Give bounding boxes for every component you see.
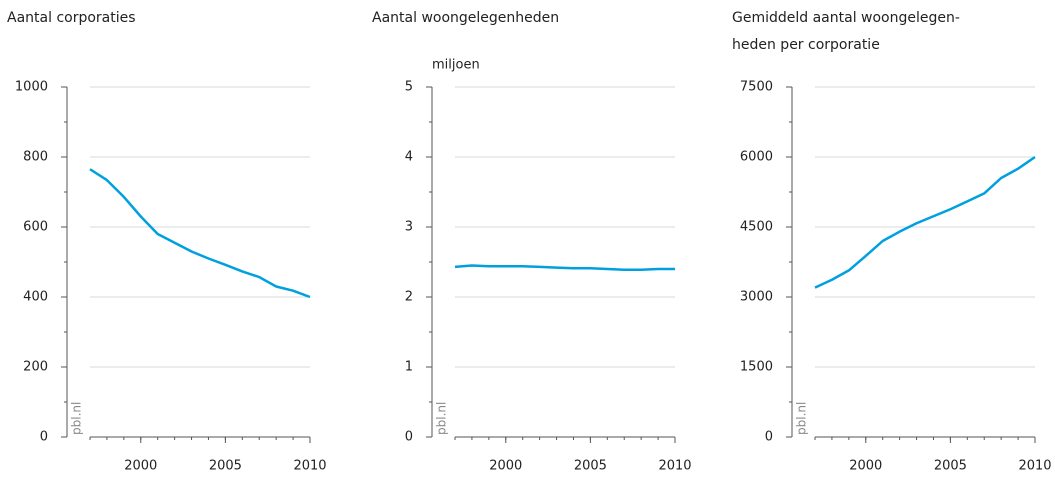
chart-title: Aantal corporaties xyxy=(7,10,136,26)
data-line xyxy=(454,264,675,271)
x-tick-label: 2000 xyxy=(124,459,157,474)
x-tick-label: 2005 xyxy=(934,459,967,474)
y-tick-label: 4500 xyxy=(740,220,773,235)
y-tick-label: 1000 xyxy=(15,80,48,95)
y-tick-label: 0 xyxy=(405,430,413,445)
y-tick-label: 2 xyxy=(405,290,413,305)
source-label: pbl.nl xyxy=(435,402,449,435)
chart-title: Aantal woongelegenheden xyxy=(372,10,559,26)
x-tick-label: 2005 xyxy=(574,459,607,474)
y-tick-label: 5 xyxy=(405,80,413,95)
source-label: pbl.nl xyxy=(795,402,809,435)
unit-label: miljoen xyxy=(432,58,480,73)
y-tick-label: 3000 xyxy=(740,290,773,305)
x-tick-label: 2000 xyxy=(849,459,882,474)
y-tick-label: 3 xyxy=(405,220,413,235)
y-tick-label: 600 xyxy=(23,220,48,235)
y-tick-label: 1 xyxy=(405,360,413,375)
source-label: pbl.nl xyxy=(70,402,84,435)
y-tick-label: 200 xyxy=(23,360,48,375)
y-tick-label: 0 xyxy=(40,430,48,445)
y-tick-label: 800 xyxy=(23,150,48,165)
y-tick-label: 0 xyxy=(765,430,773,445)
y-tick-label: 1500 xyxy=(740,360,773,375)
x-tick-label: 2010 xyxy=(1018,459,1051,474)
y-tick-label: 400 xyxy=(23,290,48,305)
y-tick-label: 6000 xyxy=(740,150,773,165)
y-tick-label: 7500 xyxy=(740,80,773,95)
x-tick-label: 2010 xyxy=(293,459,326,474)
x-tick-label: 2000 xyxy=(489,459,522,474)
data-line xyxy=(814,155,1036,289)
y-tick-label: 4 xyxy=(405,150,413,165)
x-tick-label: 2005 xyxy=(209,459,242,474)
data-line xyxy=(89,168,311,299)
chart-title: Gemiddeld aantal woongelegen- xyxy=(732,10,960,26)
x-tick-label: 2010 xyxy=(658,459,691,474)
chart-title: heden per corporatie xyxy=(732,37,880,53)
